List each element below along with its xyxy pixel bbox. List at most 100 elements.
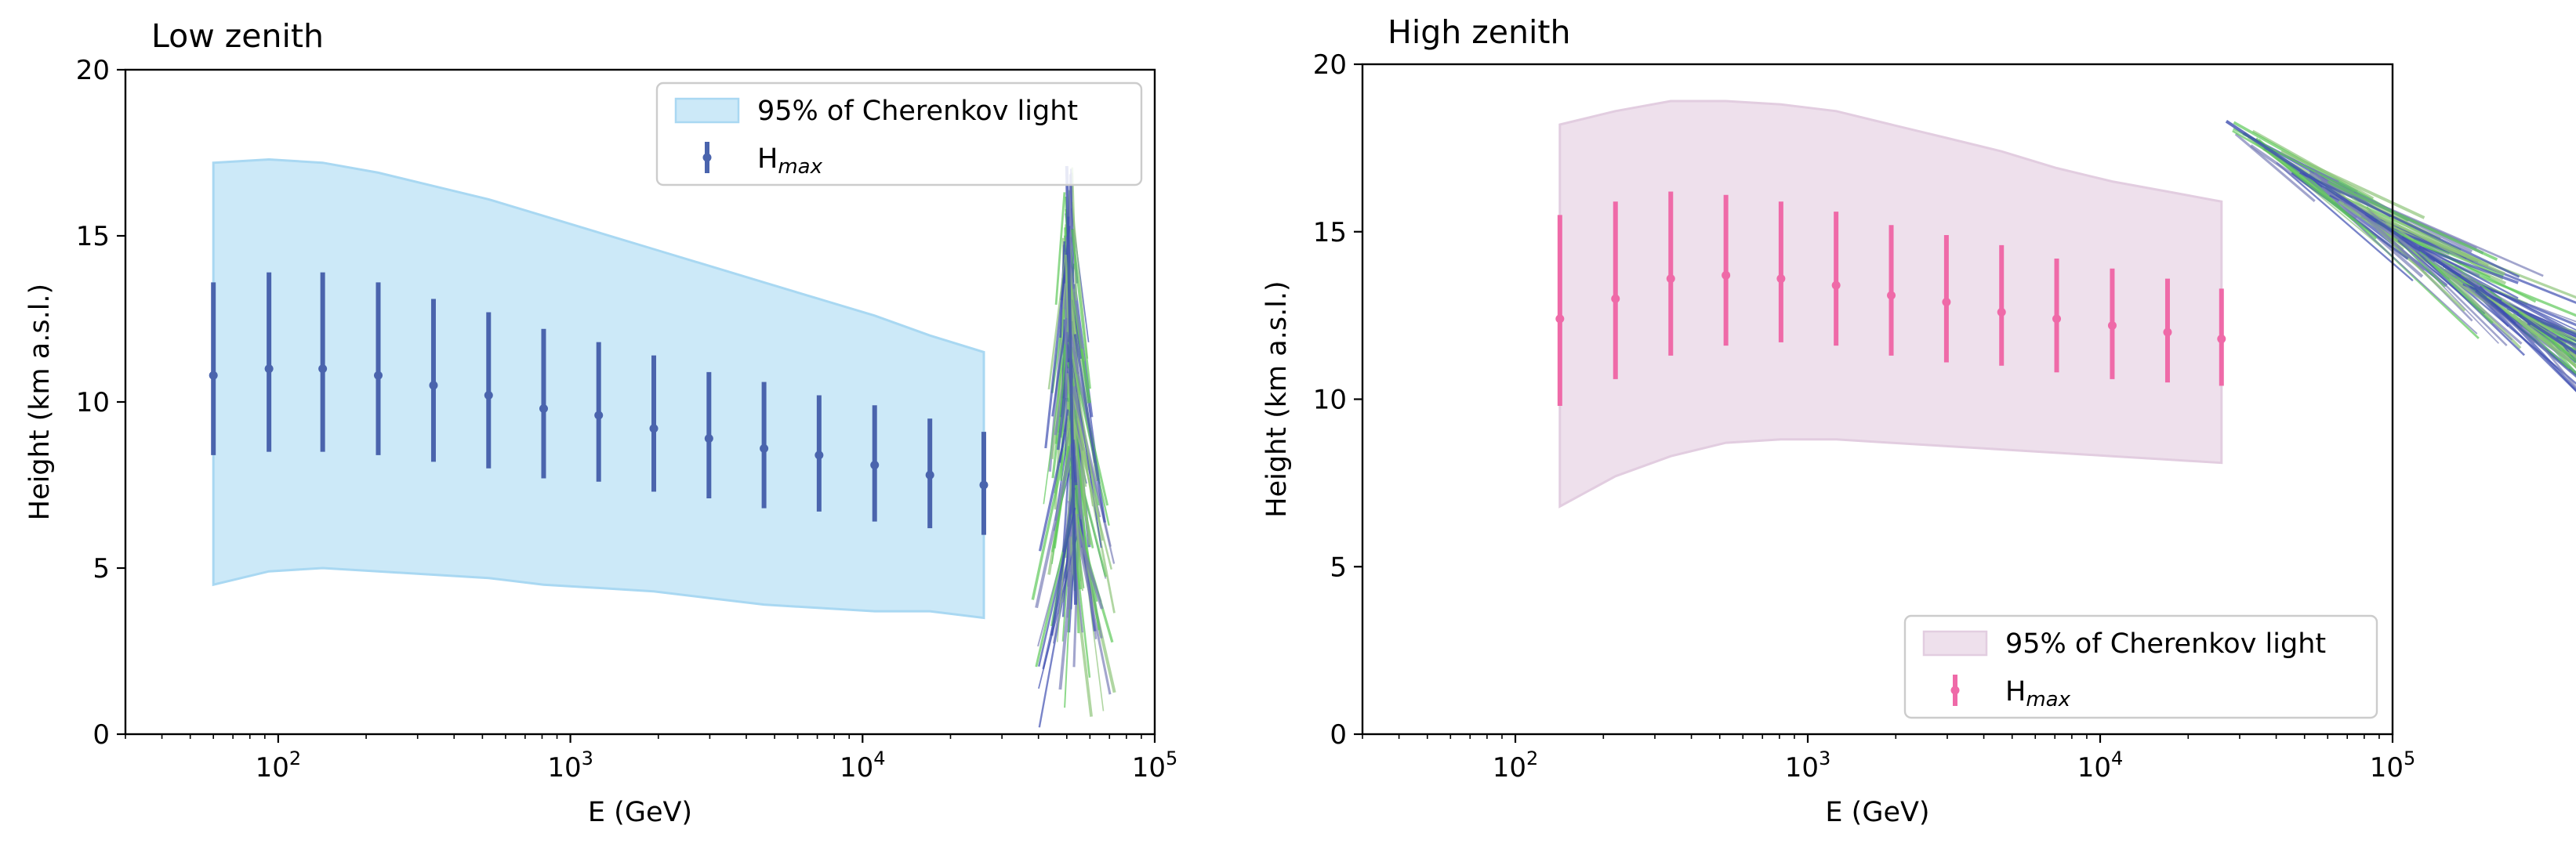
x-tick-label: 105 xyxy=(1132,747,1178,784)
x-tick-exponent: 2 xyxy=(289,747,301,769)
shower-track xyxy=(2518,317,2576,389)
legend: 95% of Cherenkov light Hmax xyxy=(1903,614,2378,719)
x-tick-label: 104 xyxy=(2077,747,2124,784)
hmax-point xyxy=(1611,294,1620,303)
shower-track xyxy=(2445,267,2535,344)
hmax-point xyxy=(209,371,218,380)
x-tick-base: 10 xyxy=(547,752,581,784)
hmax-point xyxy=(318,364,328,374)
hmax-point xyxy=(1666,274,1675,284)
hmax-point xyxy=(2163,328,2172,337)
legend-marker-hmax-point xyxy=(1950,686,1960,695)
x-tick-base: 10 xyxy=(2370,752,2404,784)
hmax-point xyxy=(374,371,383,380)
shower-track xyxy=(2469,285,2576,335)
x-tick-exponent: 3 xyxy=(1819,747,1830,769)
shower-track xyxy=(2321,186,2458,280)
x-tick-base: 10 xyxy=(840,752,873,784)
shower-track xyxy=(1070,411,1113,570)
shower-track xyxy=(2327,180,2498,261)
x-tick-label: 104 xyxy=(840,747,886,784)
hmax-point xyxy=(1942,298,1951,307)
x-tick-base: 10 xyxy=(2077,752,2111,784)
hmax-point xyxy=(1555,314,1565,324)
y-tick-label: 15 xyxy=(76,221,110,252)
legend-swatch-band xyxy=(1922,630,1988,657)
shower-track xyxy=(1072,534,1091,678)
shower-track xyxy=(1066,530,1072,618)
legend-label-band: 95% of Cherenkov light xyxy=(2005,628,2326,660)
y-tick-label: 20 xyxy=(1313,49,1347,81)
hmax-point xyxy=(870,461,880,470)
legend-label-hmax: Hmax xyxy=(2005,676,2071,711)
shower-track xyxy=(1051,317,1068,417)
y-tick-label: 0 xyxy=(93,719,110,751)
shower-track xyxy=(2299,171,2520,278)
y-axis-label: Height (km a.s.l.) xyxy=(24,284,56,520)
x-tick-exponent: 4 xyxy=(873,747,885,769)
hmax-point xyxy=(2217,335,2226,344)
hmax-point xyxy=(979,480,989,490)
air-shower-illustration xyxy=(1031,165,1116,728)
legend: 95% of Cherenkov light Hmax xyxy=(655,81,1143,186)
shower-track xyxy=(2418,245,2519,284)
x-axis-label: E (GeV) xyxy=(588,797,692,828)
shower-track xyxy=(1069,343,1104,541)
shower-track xyxy=(2276,161,2414,282)
hmax-point xyxy=(539,404,548,413)
legend-hmax-letter: H xyxy=(757,143,778,175)
hmax-point xyxy=(815,451,824,460)
y-tick-label: 20 xyxy=(76,55,110,86)
shower-track xyxy=(2418,250,2494,324)
shower-track xyxy=(2280,150,2425,219)
legend-swatch-band xyxy=(674,97,740,124)
legend-box xyxy=(1903,614,2378,719)
hmax-point xyxy=(1831,281,1841,290)
chart-title: Low zenith xyxy=(151,17,324,55)
shower-track xyxy=(1037,507,1076,667)
hmax-point xyxy=(594,411,604,420)
shower-track xyxy=(2478,285,2576,393)
shower-track xyxy=(1071,229,1091,389)
x-tick-exponent: 3 xyxy=(582,747,593,769)
hmax-point xyxy=(704,434,713,443)
y-axis-label: Height (km a.s.l.) xyxy=(1261,281,1293,517)
shower-track xyxy=(2234,132,2316,203)
legend-marker-hmax-point xyxy=(702,153,712,162)
shower-track xyxy=(1054,192,1066,306)
x-tick-exponent: 5 xyxy=(1166,747,1177,769)
y-tick-label: 10 xyxy=(76,387,110,418)
hmax-point xyxy=(1776,274,1786,284)
x-tick-label: 105 xyxy=(2370,747,2416,784)
hmax-point xyxy=(1722,270,1731,280)
shower-track xyxy=(1069,506,1104,610)
hmax-point xyxy=(2052,314,2062,324)
x-tick-label: 103 xyxy=(1785,747,1831,784)
shower-track xyxy=(2454,266,2576,353)
x-tick-exponent: 5 xyxy=(2404,747,2415,769)
hmax-point xyxy=(2107,320,2117,330)
x-tick-label: 102 xyxy=(256,747,302,784)
shower-axis xyxy=(1065,165,1078,605)
x-tick-base: 10 xyxy=(1785,752,1819,784)
shower-track xyxy=(2325,186,2504,281)
shower-track xyxy=(2521,315,2576,341)
legend-hmax-subscript: max xyxy=(2026,688,2070,711)
x-tick-base: 10 xyxy=(256,752,289,784)
x-tick-base: 10 xyxy=(1493,752,1526,784)
y-tick-label: 5 xyxy=(1330,552,1347,583)
hmax-point xyxy=(649,424,659,433)
shower-track xyxy=(1058,409,1069,463)
x-tick-label: 102 xyxy=(1493,747,1539,784)
legend-box xyxy=(655,81,1143,186)
shower-track xyxy=(2244,132,2354,222)
hmax-point xyxy=(925,470,934,480)
shower-track xyxy=(1071,167,1078,301)
shower-track xyxy=(2351,197,2414,241)
x-tick-exponent: 4 xyxy=(2111,747,2123,769)
legend-hmax-subscript: max xyxy=(778,155,822,179)
hmax-point xyxy=(1997,307,2006,317)
